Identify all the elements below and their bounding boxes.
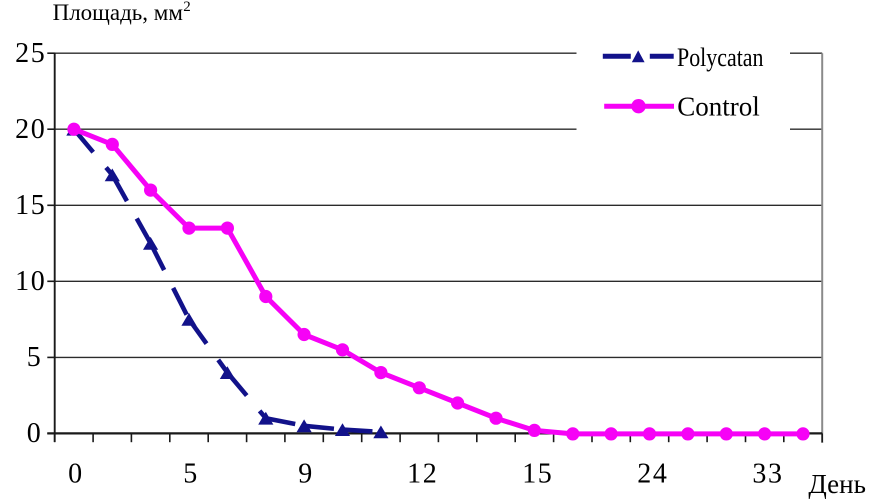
svg-text:25: 25 <box>15 38 46 69</box>
svg-text:Control: Control <box>677 92 760 122</box>
svg-text:2: 2 <box>183 0 191 15</box>
svg-text:12: 12 <box>407 459 438 490</box>
svg-text:15: 15 <box>522 459 553 490</box>
svg-text:5: 5 <box>183 459 197 490</box>
svg-text:20: 20 <box>15 114 46 145</box>
svg-text:Polycatan: Polycatan <box>677 43 764 72</box>
svg-text:Площадь, мм: Площадь, мм <box>53 0 184 25</box>
svg-text:33: 33 <box>752 459 783 490</box>
svg-text:День: День <box>808 469 866 499</box>
svg-text:10: 10 <box>15 266 46 297</box>
svg-text:24: 24 <box>637 459 668 490</box>
svg-text:0: 0 <box>27 418 41 449</box>
svg-text:9: 9 <box>298 459 312 490</box>
svg-text:15: 15 <box>15 190 46 221</box>
svg-text:0: 0 <box>68 459 82 490</box>
svg-text:5: 5 <box>27 342 41 373</box>
